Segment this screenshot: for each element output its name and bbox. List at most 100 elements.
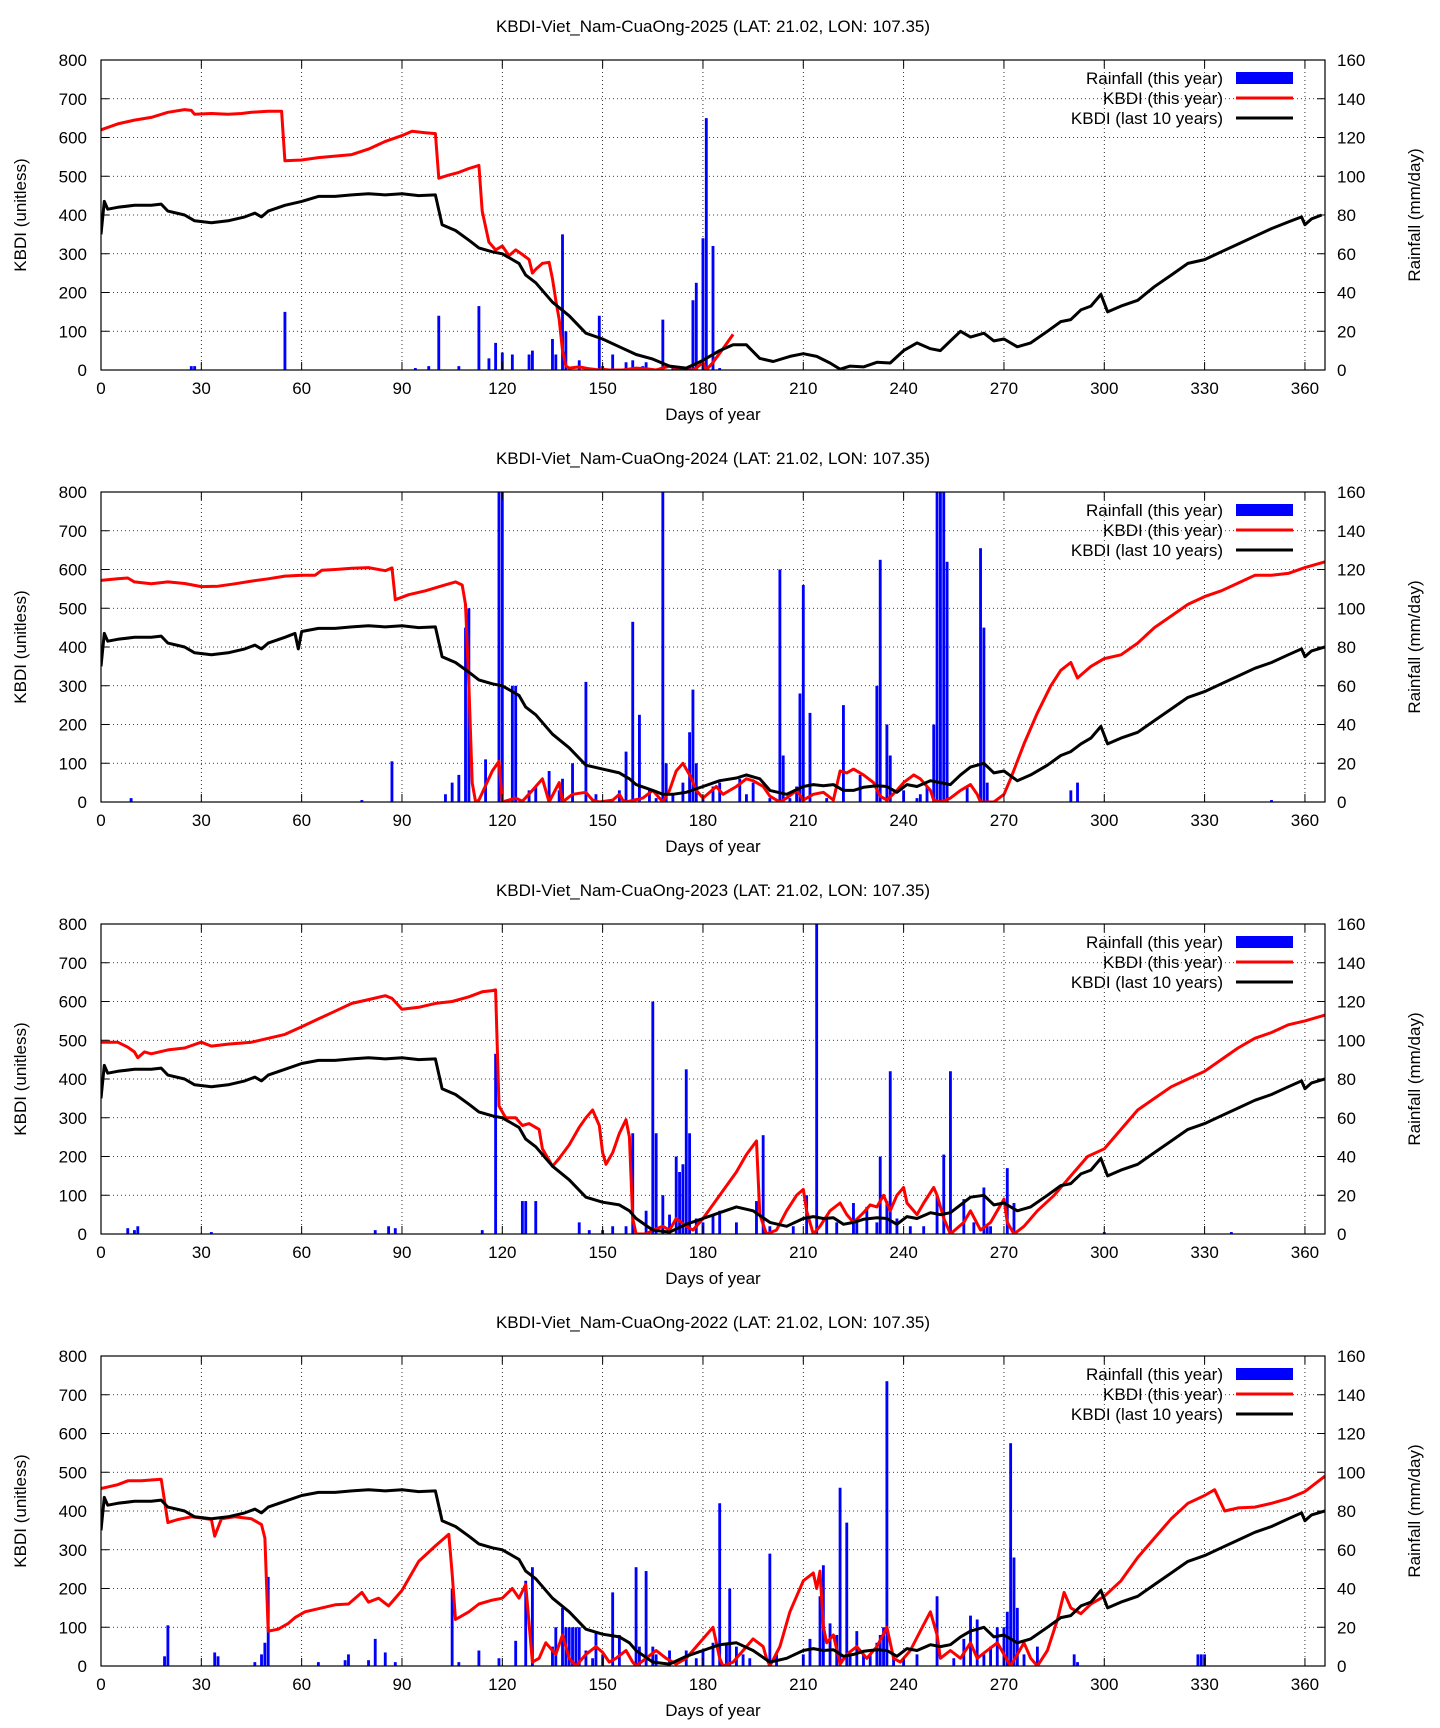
rainfall-bar	[878, 559, 882, 802]
rainfall-bar	[828, 1623, 832, 1666]
y-tick-label-left: 300	[59, 677, 87, 696]
x-tick-label: 330	[1190, 1675, 1218, 1694]
legend: Rainfall (this year)KBDI (this year)KBDI…	[1071, 501, 1293, 560]
rainfall-bar	[745, 794, 748, 802]
rainfall-bar	[711, 1642, 715, 1666]
x-tick-label: 90	[393, 811, 412, 830]
rainfall-bar	[260, 1654, 263, 1666]
rainfall-bar	[1229, 1232, 1233, 1234]
rainfall-bar	[387, 1226, 391, 1234]
rainfall-bar	[557, 790, 561, 802]
rainfall-bar	[985, 782, 989, 802]
rainfall-bar	[524, 1580, 528, 1666]
y-tick-label-right: 80	[1337, 638, 1356, 657]
x-axis-label: Days of year	[665, 837, 761, 856]
rainfall-bar	[263, 1642, 267, 1666]
rainfall-bar	[437, 315, 441, 370]
rainfall-bar	[253, 1662, 257, 1666]
rainfall-bar	[393, 1662, 397, 1666]
rainfall-bar	[577, 1222, 581, 1234]
grid	[101, 924, 1325, 1234]
y-tick-label-left: 300	[59, 245, 87, 264]
rainfall-bar	[781, 755, 785, 802]
y-tick-label-right: 60	[1337, 245, 1356, 264]
x-tick-label: 120	[488, 811, 516, 830]
y-tick-label-right: 120	[1337, 129, 1365, 148]
y-tick-label-left: 100	[59, 322, 87, 341]
y-tick-label-left: 800	[59, 1347, 87, 1366]
y-axis-label-left: KBDI (unitless)	[11, 590, 30, 703]
rainfall-bar	[464, 627, 467, 802]
y-tick-label-right: 100	[1337, 167, 1365, 186]
x-tick-label: 180	[689, 379, 717, 398]
x-tick-label: 360	[1291, 1675, 1319, 1694]
y-tick-label-right: 160	[1337, 483, 1365, 502]
x-tick-label: 150	[588, 1675, 616, 1694]
rainfall-bar	[852, 1203, 855, 1234]
rainfall-bar	[728, 1588, 732, 1666]
rainfall-bar	[798, 693, 802, 802]
y-tick-label-left: 100	[59, 754, 87, 773]
x-axis: 0 30 60 90 120 150 180 210 240 270 300 330 360	[96, 60, 1319, 398]
rainfall-bar	[133, 1230, 136, 1234]
legend-swatch-rainfall	[1236, 936, 1293, 948]
rainfall-bar	[694, 282, 698, 370]
rainfall-bar	[644, 362, 648, 370]
rainfall-bar	[691, 689, 695, 802]
x-tick-label: 240	[889, 1243, 917, 1262]
x-tick-label: 180	[689, 1675, 717, 1694]
rainfall-bar	[497, 492, 501, 802]
rainfall-bar	[216, 1656, 220, 1666]
y-tick-label-left: 0	[78, 793, 87, 812]
legend-swatch-rainfall	[1236, 1368, 1293, 1380]
rainfall-bar	[915, 1654, 919, 1666]
y-tick-label-right: 100	[1337, 1463, 1365, 1482]
rainfall-bar	[892, 1654, 896, 1666]
rainfall-bar	[510, 685, 514, 802]
y-tick-label-right: 160	[1337, 915, 1365, 934]
rainfall-bar	[450, 1588, 454, 1666]
rainfall-bar	[875, 1222, 879, 1234]
rainfall-bar	[795, 786, 799, 802]
kbdi-chart-2: KBDI-Viet_Nam-CuaOng-2023 (LAT: 21.02, L…	[11, 881, 1424, 1288]
rainfall-bar	[584, 1650, 588, 1666]
rainfall-bar	[373, 1230, 377, 1234]
rainfall-bar	[347, 1654, 350, 1666]
rainfall-bar	[477, 306, 481, 370]
rainfall-bar	[1196, 1654, 1200, 1666]
rainfall-bar	[711, 246, 715, 370]
rainfall-bar	[457, 774, 461, 802]
y-axis-left: 0 100 200 300 400 500 600 700 800	[59, 915, 109, 1244]
rainfall-bar	[718, 1503, 722, 1666]
rainfall-bar	[801, 585, 805, 802]
rainfall-bar	[1035, 1646, 1039, 1666]
legend-label: KBDI (last 10 years)	[1071, 541, 1223, 560]
rainfall-bar	[530, 350, 534, 370]
rainfall-bar	[678, 1172, 681, 1234]
rainfall-bar	[691, 300, 695, 370]
rainfall-bar	[390, 761, 394, 802]
rainfall-bar	[868, 1654, 872, 1666]
y-tick-label-left: 400	[59, 1070, 87, 1089]
rainfall-bar	[497, 1658, 501, 1666]
chart-title: KBDI-Viet_Nam-CuaOng-2023 (LAT: 21.02, L…	[496, 881, 930, 900]
rainfall-bar	[577, 1627, 581, 1666]
y-tick-label-right: 120	[1337, 1425, 1365, 1444]
rainfall-bar	[895, 1218, 899, 1234]
kbdi-chart-3: KBDI-Viet_Nam-CuaOng-2022 (LAT: 21.02, L…	[11, 1313, 1424, 1720]
y-tick-label-left: 0	[78, 361, 87, 380]
rainfall-bar	[862, 1654, 865, 1666]
rainfall-bar	[1012, 1557, 1016, 1666]
y-tick-label-right: 0	[1337, 793, 1346, 812]
x-tick-label: 240	[889, 1675, 917, 1694]
x-tick-label: 60	[292, 811, 311, 830]
y-tick-label-right: 160	[1337, 51, 1365, 70]
rainfall-bar	[1002, 1627, 1006, 1666]
rainfall-bar	[163, 1656, 166, 1666]
legend-swatch-rainfall	[1236, 72, 1293, 84]
rainfall-bar	[651, 1646, 655, 1666]
rainfall-bar	[825, 798, 829, 802]
rainfall-bar	[487, 358, 491, 370]
rainfall-bar	[855, 1222, 859, 1234]
x-tick-label: 180	[689, 811, 717, 830]
